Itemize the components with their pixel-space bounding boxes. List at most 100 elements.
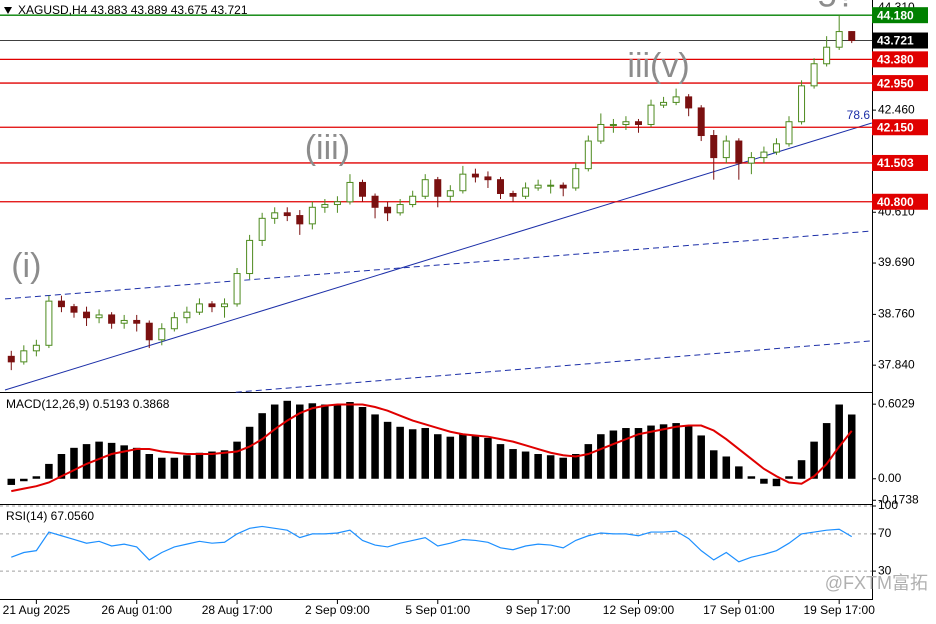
level-label: 43.721 <box>877 34 914 48</box>
candle-body <box>634 121 642 125</box>
wave-label: 5? <box>818 0 856 15</box>
candle-body <box>120 319 128 324</box>
candle-body <box>572 168 580 189</box>
level-label: 40.800 <box>877 195 914 209</box>
x-tick-label: 2 Sep 09:00 <box>305 603 370 617</box>
candle-body <box>133 319 141 324</box>
macd-bar <box>609 430 618 479</box>
macd-bar <box>735 466 743 479</box>
candle-body <box>722 140 730 159</box>
candle-body <box>660 101 668 106</box>
x-tick-label: 9 Sep 17:00 <box>506 603 571 617</box>
level-label: 42.150 <box>877 120 914 134</box>
macd-bar <box>772 478 781 487</box>
candle-body <box>170 317 178 330</box>
candle-body <box>158 328 166 341</box>
macd-bar <box>396 426 404 479</box>
macd-bar <box>521 451 530 479</box>
x-tick-label: 17 Sep 01:00 <box>703 603 775 617</box>
candle-body <box>359 181 367 197</box>
macd-bar <box>421 428 429 479</box>
macd-bar <box>208 451 216 479</box>
candle-body <box>346 181 354 203</box>
macd-bar <box>659 424 668 479</box>
wave-label: (i) <box>11 247 41 285</box>
candle-body <box>20 350 28 363</box>
macd-bar <box>459 434 467 479</box>
macd-bar <box>283 400 292 479</box>
candle-body <box>697 107 705 137</box>
candle-body <box>798 85 806 123</box>
macd-bar <box>810 441 818 479</box>
macd-bar <box>434 434 442 479</box>
macd-bar <box>70 447 78 479</box>
candle-body <box>710 135 718 159</box>
y-tick-label: 100 <box>878 498 898 512</box>
macd-bar <box>82 444 91 479</box>
candle-body <box>735 140 743 164</box>
candle-body <box>296 215 304 225</box>
candle-body <box>647 104 655 125</box>
candle-body <box>108 314 116 324</box>
x-tick-label: 19 Sep 17:00 <box>803 603 875 617</box>
candle-body <box>208 303 216 308</box>
macd-bar <box>233 441 241 479</box>
candle-body <box>547 184 555 187</box>
macd-bar <box>446 436 455 479</box>
macd-bar <box>145 454 154 479</box>
level-label: 41.503 <box>877 156 914 170</box>
macd-bar <box>132 447 141 479</box>
candle-body <box>509 192 517 197</box>
candle-body <box>584 140 592 170</box>
macd-bar <box>622 428 630 479</box>
x-tick-label: 21 Aug 2025 <box>3 603 71 617</box>
macd-bar <box>7 478 16 485</box>
candle-body <box>396 204 404 214</box>
macd-bar <box>333 404 342 479</box>
macd-bar <box>597 434 605 479</box>
macd-bar <box>220 450 229 479</box>
macd-bar <box>847 414 856 479</box>
level-label-box <box>872 193 928 210</box>
macd-signal <box>11 403 853 493</box>
candle-body <box>32 344 40 352</box>
candle-body <box>785 121 793 145</box>
panel-title: MACD(12,26,9) 0.5193 0.3868 <box>6 397 170 411</box>
y-tick-label: 70 <box>878 526 892 540</box>
macd-bar <box>672 423 680 479</box>
candle-body <box>321 204 329 208</box>
macd-bar <box>95 441 103 479</box>
macd-bar <box>321 404 329 479</box>
macd-bar <box>270 404 279 479</box>
y-tick-label: 30 <box>878 563 892 577</box>
candle-body <box>145 322 153 341</box>
candle-body <box>496 179 504 194</box>
macd-bar <box>245 426 254 479</box>
candle-body <box>459 173 467 192</box>
candle-body <box>597 123 605 142</box>
macd-bar <box>383 421 392 479</box>
x-tick-label: 12 Sep 09:00 <box>603 603 675 617</box>
candle-body <box>333 201 341 206</box>
candle-body <box>409 195 417 206</box>
macd-bar <box>32 476 41 479</box>
macd-bar <box>684 425 693 479</box>
level-label: 44.180 <box>877 8 914 22</box>
macd-bar <box>647 425 655 479</box>
macd-bar <box>120 445 128 479</box>
candle-body <box>258 217 266 241</box>
y-tick-label: 39.690 <box>878 255 915 269</box>
candle-body <box>810 63 818 87</box>
fib-label: 78.6 <box>847 108 871 122</box>
candle-body <box>848 31 856 42</box>
y-tick-label: 0.6029 <box>878 396 915 410</box>
candle-body <box>384 206 392 214</box>
rsi-line <box>11 525 853 563</box>
level-label-box <box>872 7 928 24</box>
candle-body <box>609 123 617 126</box>
macd-bar <box>296 404 304 479</box>
candle-body <box>522 187 530 197</box>
trendline <box>235 340 872 393</box>
y-tick-label: 38.760 <box>878 307 915 321</box>
